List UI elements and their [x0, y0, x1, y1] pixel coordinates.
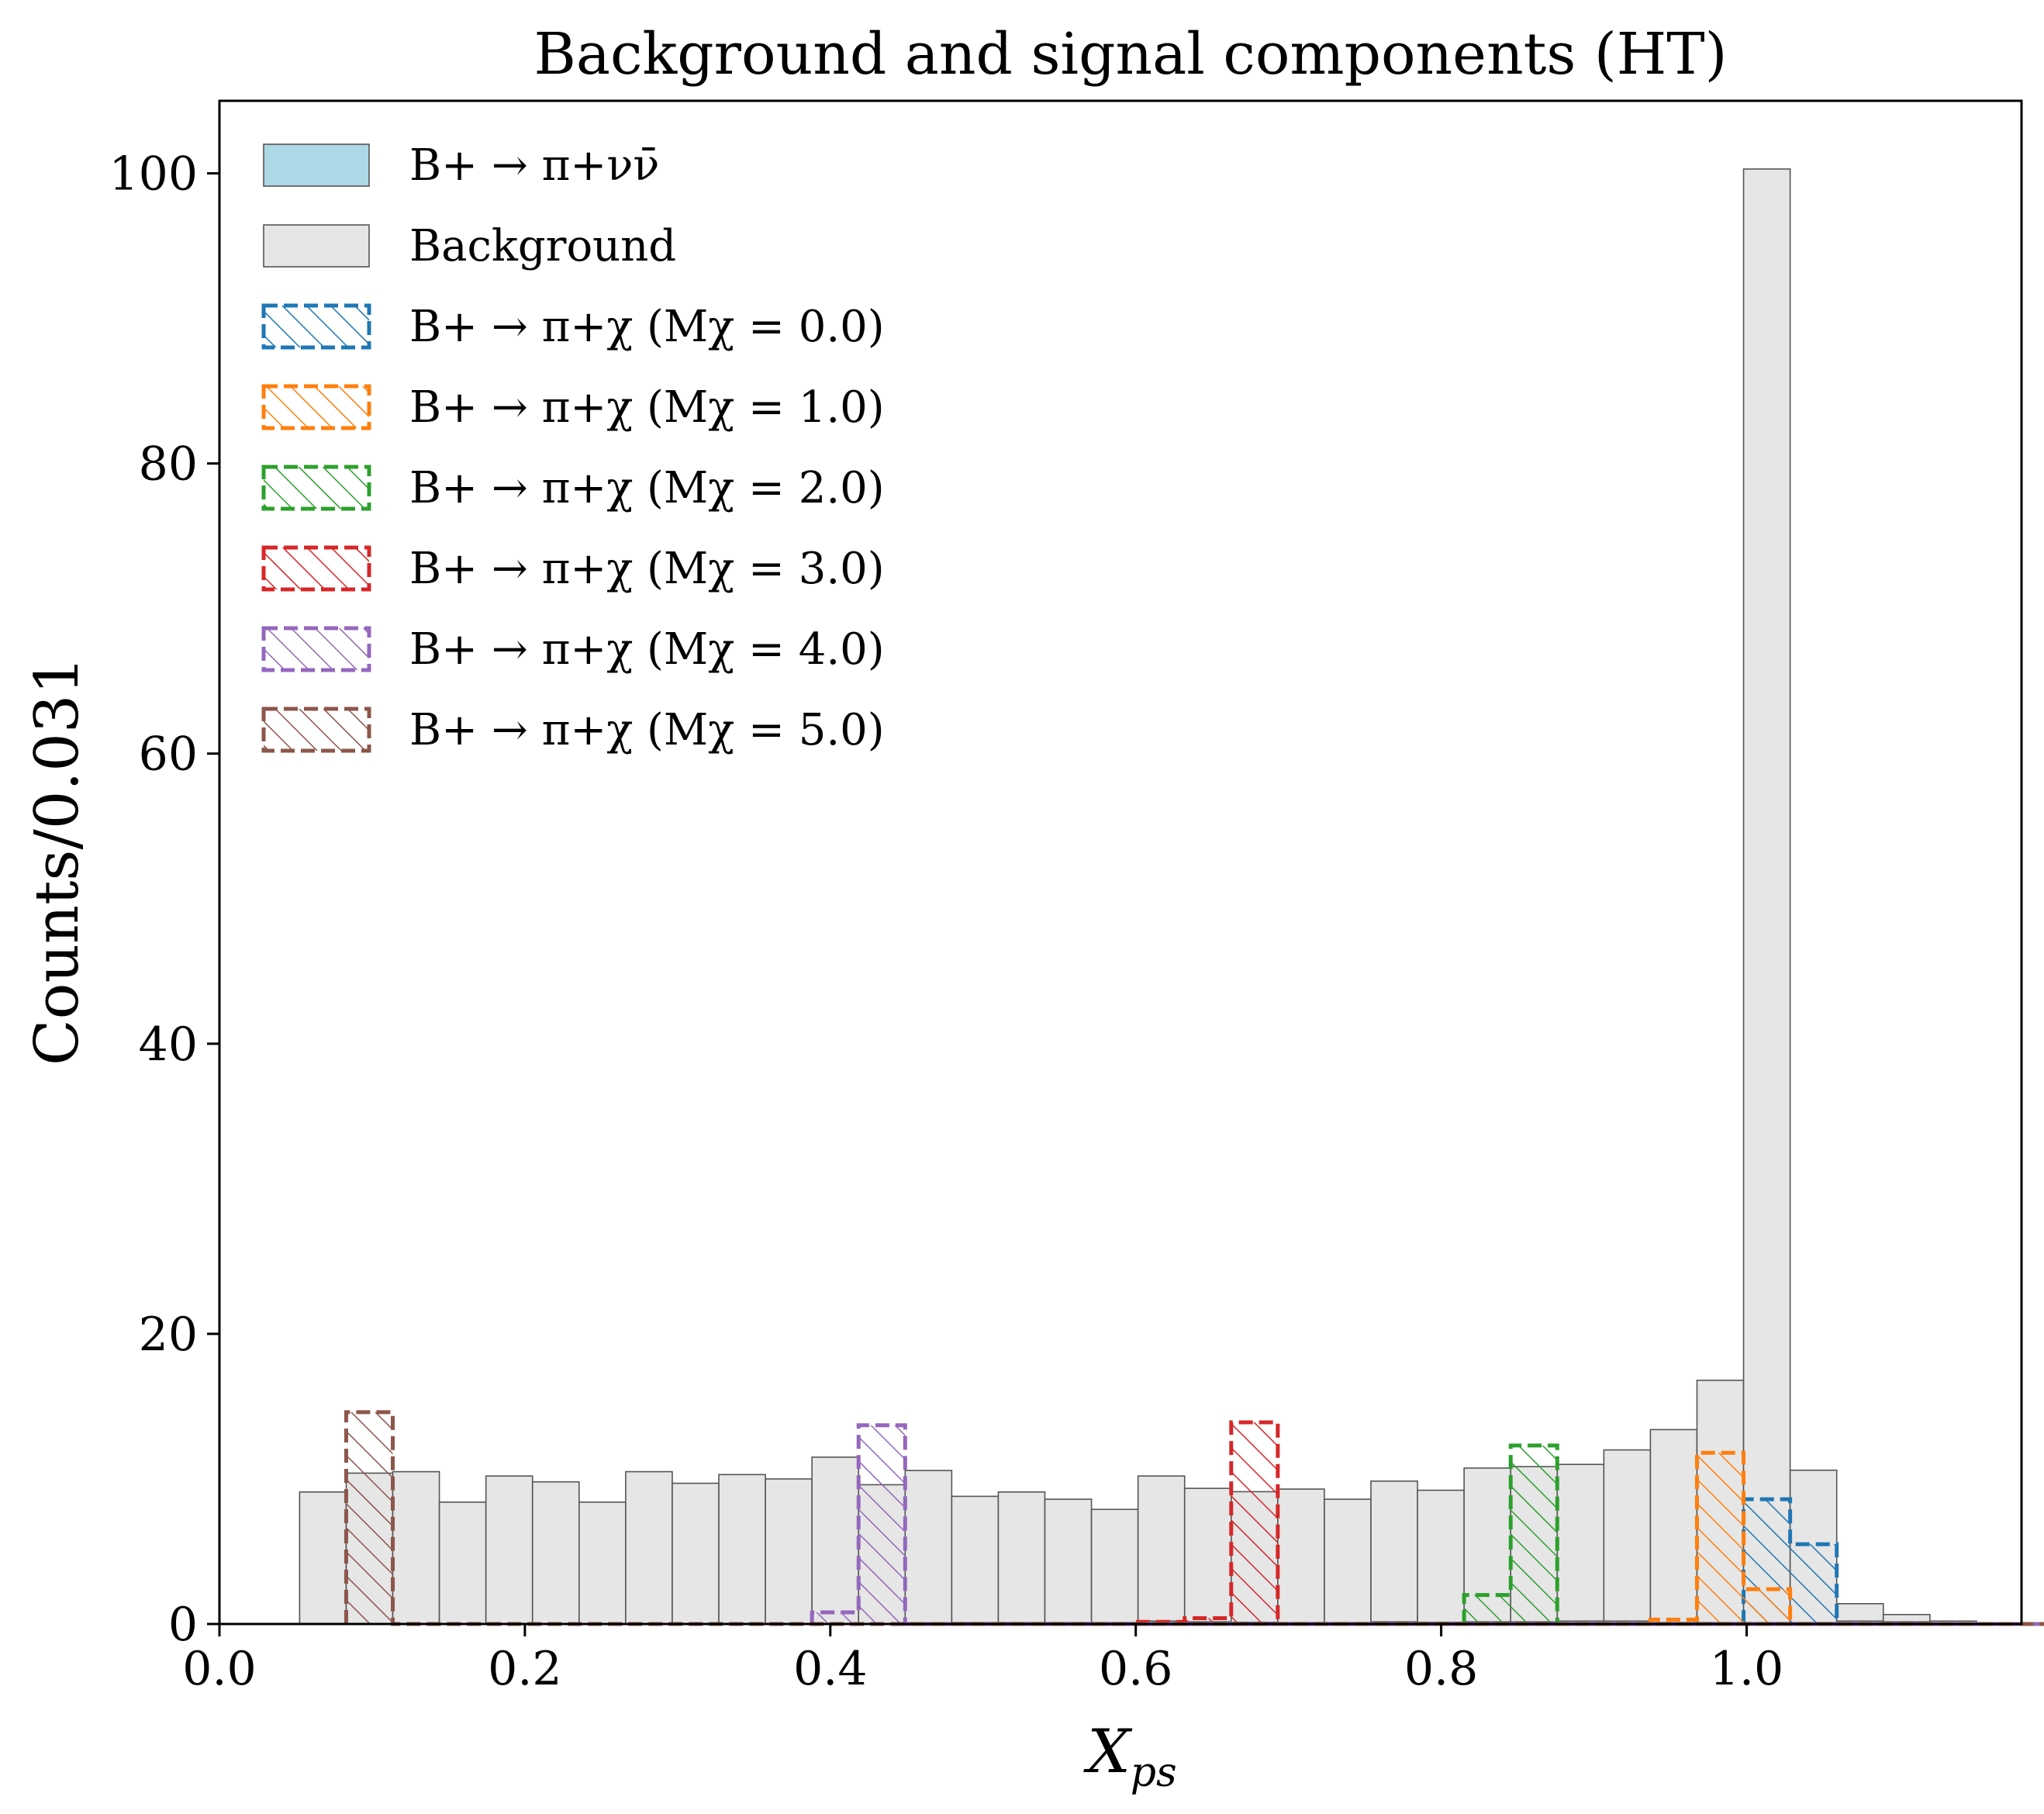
legend-label: B+ → π+χ (Mχ = 5.0)	[409, 705, 885, 755]
legend-entry: B+ → π+χ (Mχ = 2.0)	[261, 463, 885, 513]
bar-background-0	[299, 1491, 347, 1625]
legend-label: B+ → π+νν̄	[409, 140, 659, 191]
y-tick-label: 60	[139, 727, 198, 782]
signal-bar-m2-25	[1464, 1595, 1511, 1624]
legend-swatch	[261, 626, 371, 672]
plot-frame	[218, 99, 2023, 1626]
bar-background-23	[1370, 1480, 1418, 1622]
bar-background-19	[1183, 1487, 1232, 1622]
legend-entry: B+ → π+χ (Mχ = 4.0)	[261, 624, 885, 675]
x-tick-label: 0.0	[182, 1642, 256, 1696]
bar-background-4	[485, 1475, 533, 1625]
bar-background-24	[1417, 1489, 1465, 1623]
signal-bar-m4-12	[858, 1425, 906, 1624]
bar-background-16	[1044, 1498, 1093, 1623]
legend: B+ → π+νν̄ Background B+ → π+χ (Mχ = 0.0) B…	[261, 140, 885, 755]
bar-background-21	[1277, 1488, 1325, 1623]
x-tick-label: 0.4	[793, 1642, 867, 1696]
signal-bar-m3-19	[1184, 1618, 1231, 1624]
legend-swatch	[261, 384, 371, 430]
bar-background-3	[438, 1501, 487, 1625]
legend-label: B+ → π+χ (Mχ = 3.0)	[409, 544, 885, 594]
legend-swatch	[261, 465, 371, 511]
x-tick-label: 0.2	[488, 1642, 561, 1696]
x-tick-label: 0.6	[1099, 1642, 1172, 1696]
legend-swatch	[261, 303, 371, 350]
bar-background-7	[625, 1470, 673, 1625]
signal-bar-m1-29	[1650, 1619, 1697, 1624]
legend-entry: B+ → π+χ (Mχ = 5.0)	[261, 705, 885, 755]
signal-bar-m2-26	[1511, 1445, 1558, 1624]
x-tick-label: 0.8	[1404, 1642, 1478, 1696]
bar-background-18	[1137, 1475, 1186, 1622]
y-tick-label: 80	[139, 437, 198, 492]
y-tick-label: 100	[109, 147, 198, 202]
legend-entry: B+ → π+χ (Mχ = 1.0)	[261, 382, 885, 433]
signal-bar-m0-32	[1790, 1544, 1837, 1624]
bar-background-28	[1603, 1449, 1652, 1622]
bar-background-31	[1742, 168, 1791, 1623]
legend-entry: Background	[263, 221, 676, 271]
signal-bar-m1-31	[1743, 1589, 1790, 1624]
legend-label: B+ → π+χ (Mχ = 1.0)	[409, 382, 885, 433]
signal-outline-m2	[1462, 1443, 2044, 1626]
legend-swatch	[263, 224, 370, 268]
y-axis: 0 20 40 60 80 100	[109, 147, 219, 1652]
chart-title: Background and signal components (HT)	[533, 21, 1727, 88]
y-tick-label: 0	[168, 1598, 198, 1652]
x-tick-label: 1.0	[1710, 1642, 1783, 1696]
bar-background-6	[578, 1501, 627, 1625]
signal-bar-m5-1	[346, 1411, 393, 1624]
bar-background-5	[531, 1481, 580, 1625]
signal-bar-m4-11	[812, 1612, 859, 1624]
y-tick-label: 40	[139, 1018, 198, 1072]
signal-bar-m3-20	[1231, 1422, 1278, 1624]
bar-background-8	[672, 1482, 720, 1625]
bar-background-34	[1882, 1614, 1931, 1622]
bar-background-33	[1835, 1603, 1884, 1622]
legend-swatch	[263, 143, 370, 187]
legend-label: B+ → π+χ (Mχ = 0.0)	[409, 302, 885, 352]
bar-background-27	[1556, 1463, 1605, 1622]
legend-label: B+ → π+χ (Mχ = 4.0)	[409, 624, 885, 675]
bar-background-11	[811, 1456, 860, 1625]
bar-background-15	[997, 1491, 1046, 1623]
bar-background-17	[1090, 1508, 1139, 1623]
bar-background-13	[904, 1470, 953, 1624]
bar-background-9	[718, 1474, 766, 1625]
legend-swatch	[261, 707, 371, 753]
legend-label: Background	[409, 221, 676, 271]
legend-swatch	[261, 545, 371, 592]
y-axis-label: Counts/0.031	[22, 656, 92, 1066]
legend-entry: B+ → π+χ (Mχ = 0.0)	[261, 302, 885, 352]
y-tick-label: 20	[139, 1308, 198, 1362]
legend-entry: B+ → π+χ (Mχ = 3.0)	[261, 544, 885, 594]
bar-background-22	[1324, 1498, 1372, 1623]
legend-label: B+ → π+χ (Mχ = 2.0)	[409, 463, 885, 513]
x-axis-label: Xps	[1082, 1717, 1177, 1796]
bar-background-14	[951, 1495, 1000, 1623]
bar-background-2	[392, 1470, 440, 1625]
legend-entry: B+ → π+νν̄	[263, 140, 659, 191]
x-axis: 0.0 0.2 0.4 0.6 0.8 1.0	[182, 1624, 1783, 1696]
bar-background-10	[765, 1478, 813, 1625]
signal-bar-m1-30	[1697, 1453, 1744, 1624]
bar-background-29	[1649, 1429, 1698, 1623]
